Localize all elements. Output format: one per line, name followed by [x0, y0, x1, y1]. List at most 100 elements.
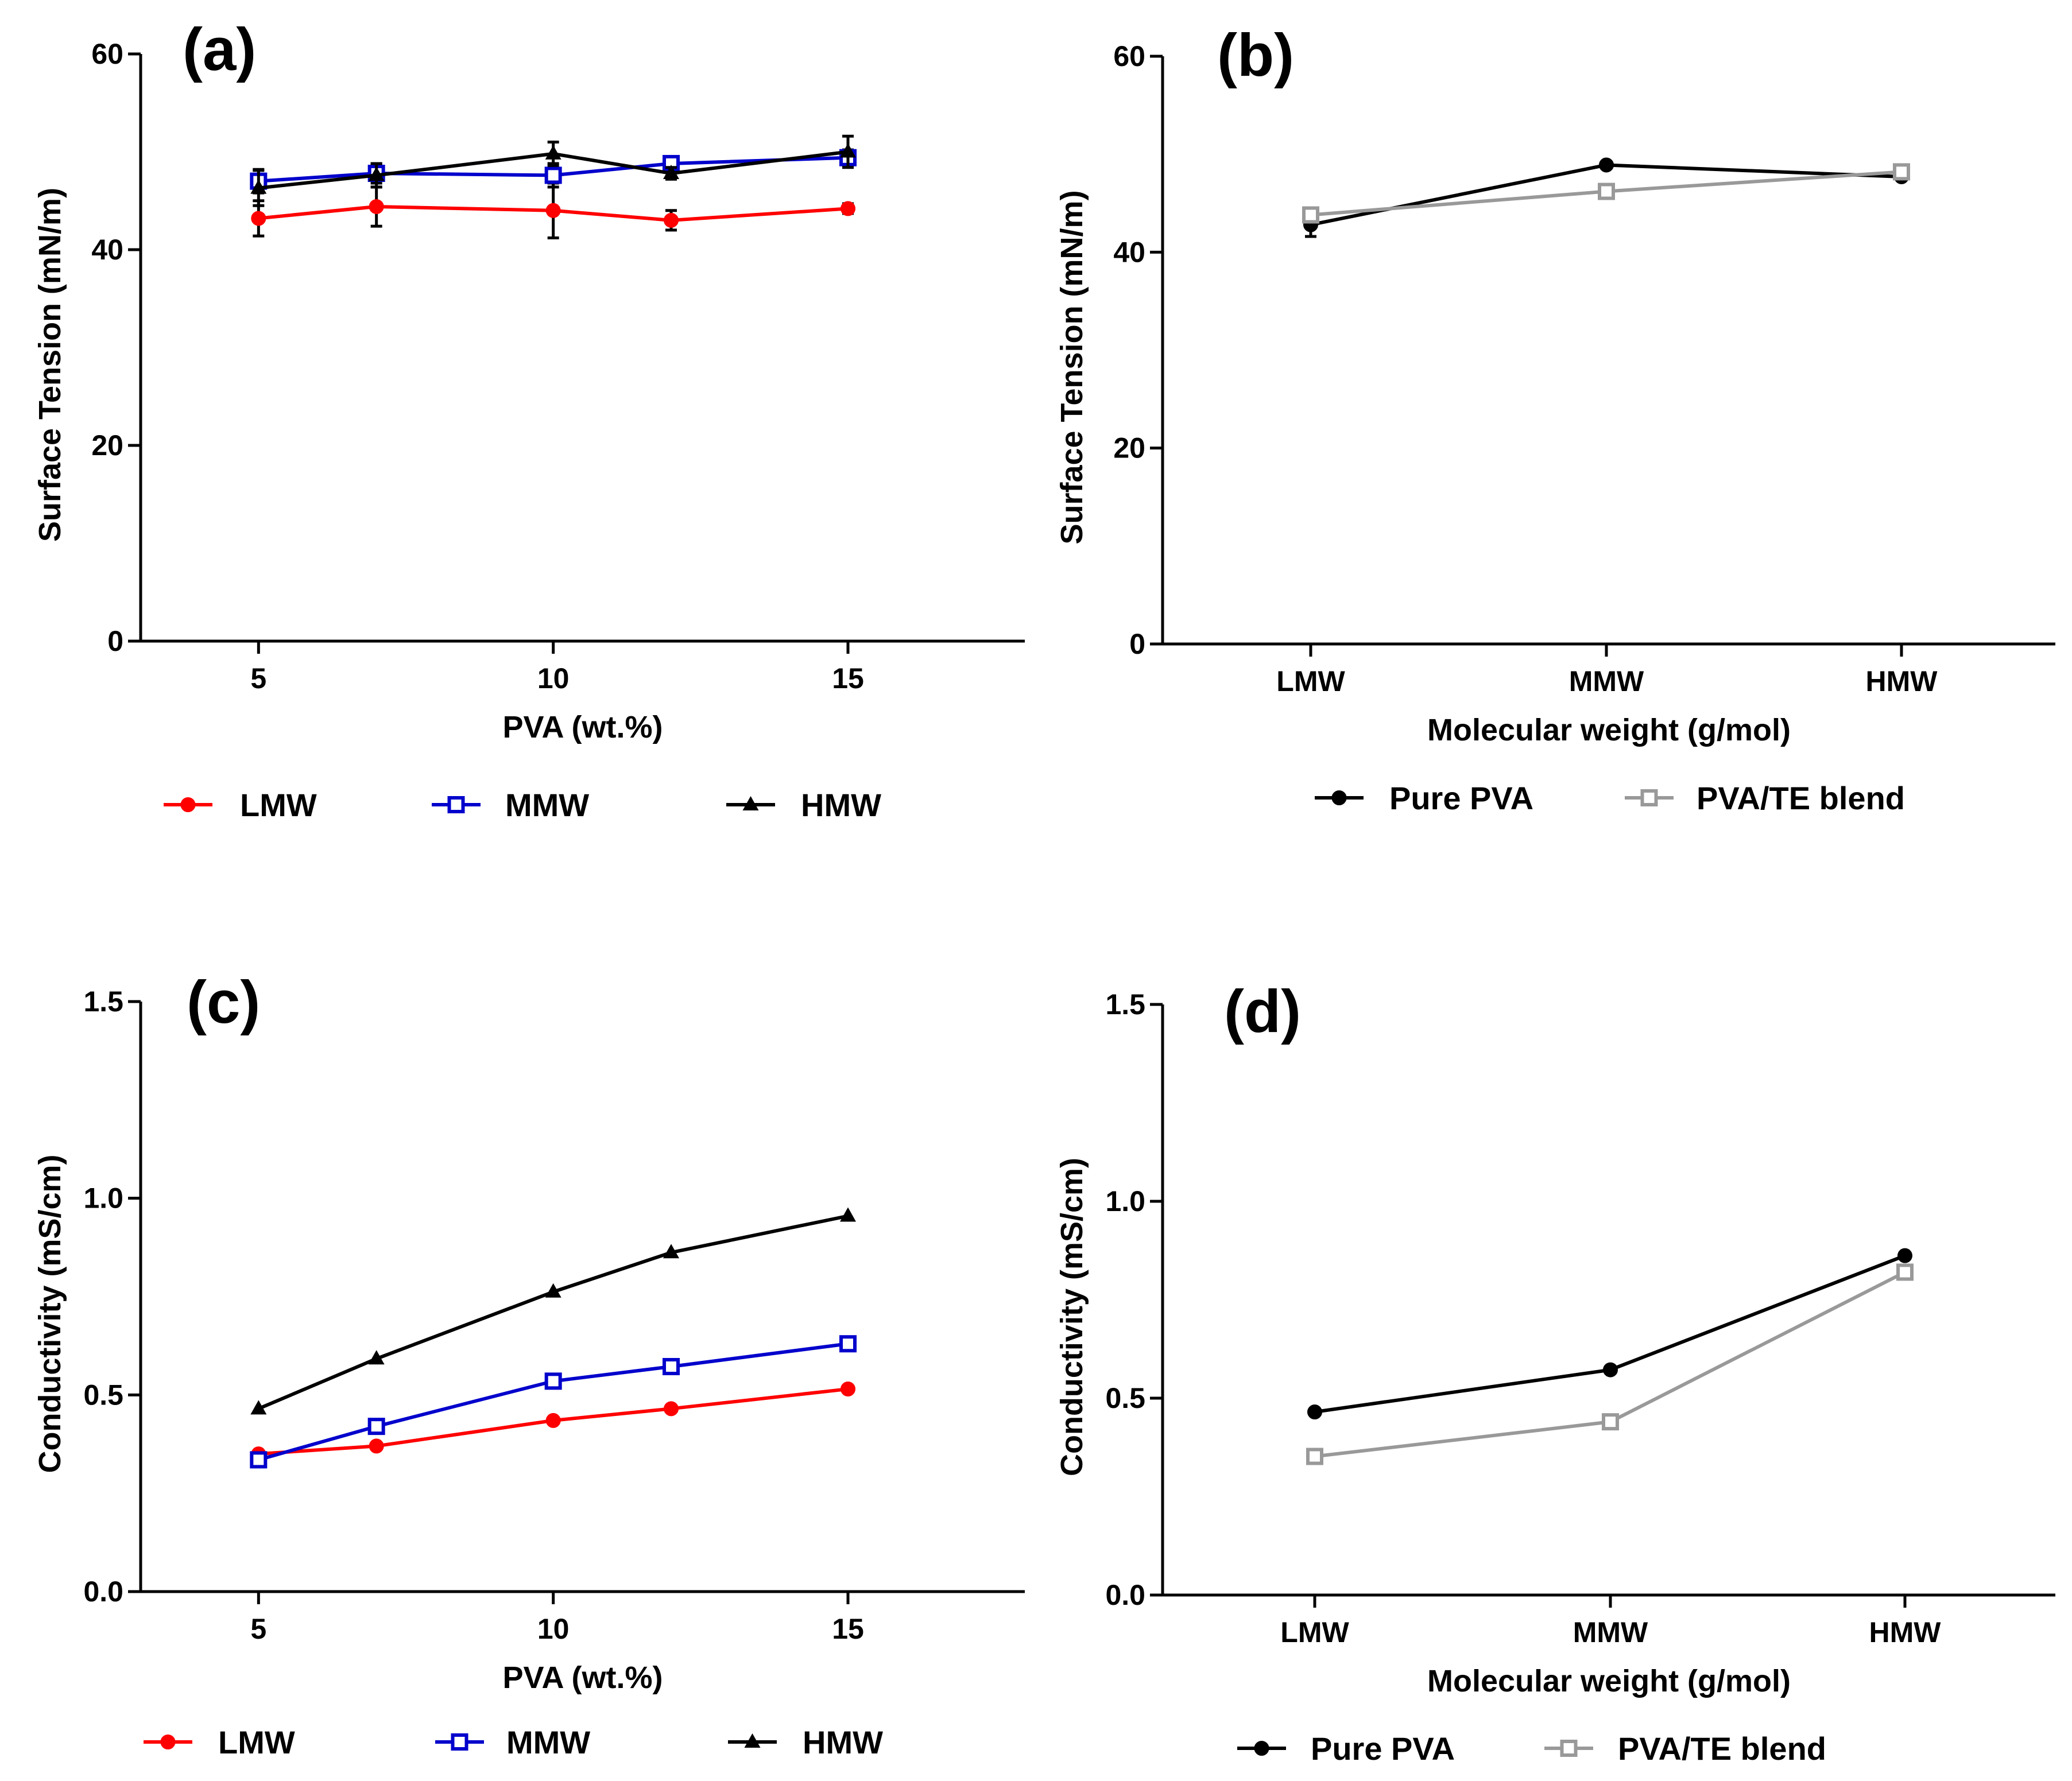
legend: Pure PVA PVA/TE blend — [1237, 1730, 1826, 1767]
legend-label: HMW — [801, 787, 881, 823]
y-tick-label: 0 — [107, 625, 123, 657]
x-axis-title: Molecular weight (g/mol) — [1427, 713, 1791, 747]
data-point — [663, 165, 679, 180]
data-point — [663, 1244, 679, 1259]
data-point — [840, 143, 856, 158]
data-point — [1598, 183, 1615, 200]
data-point — [841, 1382, 855, 1397]
y-axis-title: Conductivity (mS/cm) — [1055, 1158, 1089, 1476]
x-tick-label: 5 — [250, 662, 266, 694]
legend-item: PVA/TE blend — [1625, 780, 1905, 816]
data-point — [1897, 1248, 1912, 1263]
series-pure-pva — [1307, 1248, 1912, 1420]
data-point — [664, 212, 679, 228]
legend-swatch-marker — [1560, 1740, 1578, 1757]
chart-panel-c: 0.0 0.5 1.0 1.5 5 10 15 PVA (wt.%) Conductivity … — [33, 969, 1025, 1760]
y-tick-label: 60 — [91, 38, 123, 70]
legend-label: LMW — [240, 787, 317, 823]
y-tick-label: 0 — [1129, 628, 1145, 660]
legend-swatch-marker — [1254, 1741, 1269, 1756]
y-tick-label: 20 — [1113, 432, 1145, 464]
panel-label: (c) — [187, 969, 260, 1036]
legend-label: LMW — [218, 1724, 295, 1760]
legend-swatch-marker — [160, 1735, 176, 1749]
legend-item: MMW — [432, 787, 589, 823]
legend-item: HMW — [726, 787, 881, 823]
x-tick-label: 5 — [250, 1613, 266, 1645]
x-axis-title: PVA (wt.%) — [503, 710, 663, 744]
data-point — [544, 166, 562, 184]
series-hmw — [250, 1207, 856, 1415]
x-tick-label: 15 — [832, 1613, 864, 1645]
y-tick-label: 0.0 — [83, 1576, 123, 1608]
x-tick-label: HMW — [1866, 665, 1938, 697]
legend-item: HMW — [728, 1724, 883, 1760]
x-tick-label: MMW — [1573, 1616, 1648, 1648]
data-point — [545, 1413, 561, 1428]
data-point — [839, 1335, 857, 1353]
data-point — [1599, 157, 1614, 173]
panel-label: (a) — [183, 16, 256, 83]
legend: LMW MMW HMW — [164, 787, 881, 823]
chart-panel-a: 0 20 40 60 5 10 15 PVA (wt.%) Surface Tension (m… — [33, 16, 1025, 823]
series-pva-te-blend — [1306, 1263, 1914, 1465]
data-point — [1602, 1413, 1619, 1431]
chart-panel-d: 0.0 0.5 1.0 1.5 LMW MMW HMW Molecular weight (g… — [1055, 978, 2055, 1767]
data-point — [545, 145, 561, 160]
data-point — [544, 1372, 562, 1390]
data-point — [664, 1401, 679, 1417]
data-point — [840, 1207, 856, 1222]
legend-swatch-marker — [1331, 790, 1347, 805]
legend-item: Pure PVA — [1237, 1730, 1455, 1767]
legend-label: Pure PVA — [1311, 1730, 1455, 1767]
data-point — [545, 1283, 561, 1298]
x-tick-label: LMW — [1280, 1616, 1349, 1648]
series-line — [1314, 1254, 1906, 1414]
data-point — [545, 203, 561, 218]
x-tick-label: LMW — [1276, 665, 1345, 697]
data-point — [1893, 163, 1910, 181]
legend-item: MMW — [435, 1724, 590, 1760]
data-point — [250, 1451, 268, 1469]
data-point — [1307, 1404, 1322, 1420]
data-point — [367, 1418, 385, 1435]
x-axis-title: PVA (wt.%) — [503, 1660, 663, 1695]
x-tick-label: 10 — [537, 662, 570, 694]
data-point — [663, 1357, 680, 1375]
legend-item: Pure PVA — [1315, 780, 1533, 816]
data-point — [1896, 1263, 1914, 1281]
panel-label: (d) — [1224, 978, 1301, 1045]
data-point — [368, 166, 385, 181]
legend-swatch-marker — [180, 797, 196, 812]
y-tick-label: 1.0 — [83, 1182, 123, 1215]
series-lmw — [251, 181, 855, 240]
panel-label: (b) — [1217, 22, 1294, 89]
data-point — [368, 1350, 385, 1365]
x-tick-label: 15 — [832, 662, 864, 694]
legend-label: PVA/TE blend — [1618, 1730, 1826, 1767]
series-hmw — [250, 134, 856, 207]
legend-item: LMW — [144, 1724, 295, 1760]
y-tick-label: 1.5 — [1105, 988, 1145, 1021]
legend: Pure PVA PVA/TE blend — [1315, 780, 1905, 816]
y-tick-label: 0.0 — [1105, 1579, 1145, 1611]
series-line — [258, 1342, 849, 1462]
legend: LMW MMW HMW — [144, 1724, 883, 1760]
legend-item: LMW — [164, 787, 317, 823]
data-point — [251, 211, 266, 226]
data-point — [841, 201, 855, 216]
data-point — [250, 1400, 267, 1415]
data-point — [369, 199, 384, 214]
legend-swatch-marker — [447, 796, 465, 813]
legend-swatch-marker — [1640, 789, 1658, 806]
data-point — [1603, 1362, 1618, 1378]
legend-label: PVA/TE blend — [1697, 780, 1905, 816]
y-tick-label: 40 — [1113, 236, 1145, 268]
legend-label: Pure PVA — [1389, 780, 1533, 816]
series-pva-te-blend — [1302, 163, 1910, 224]
legend-swatch-marker — [742, 796, 759, 810]
y-axis-title: Surface Tension (mN/m) — [1055, 190, 1089, 544]
data-point — [1306, 1448, 1323, 1465]
series-mmw — [250, 1335, 857, 1469]
